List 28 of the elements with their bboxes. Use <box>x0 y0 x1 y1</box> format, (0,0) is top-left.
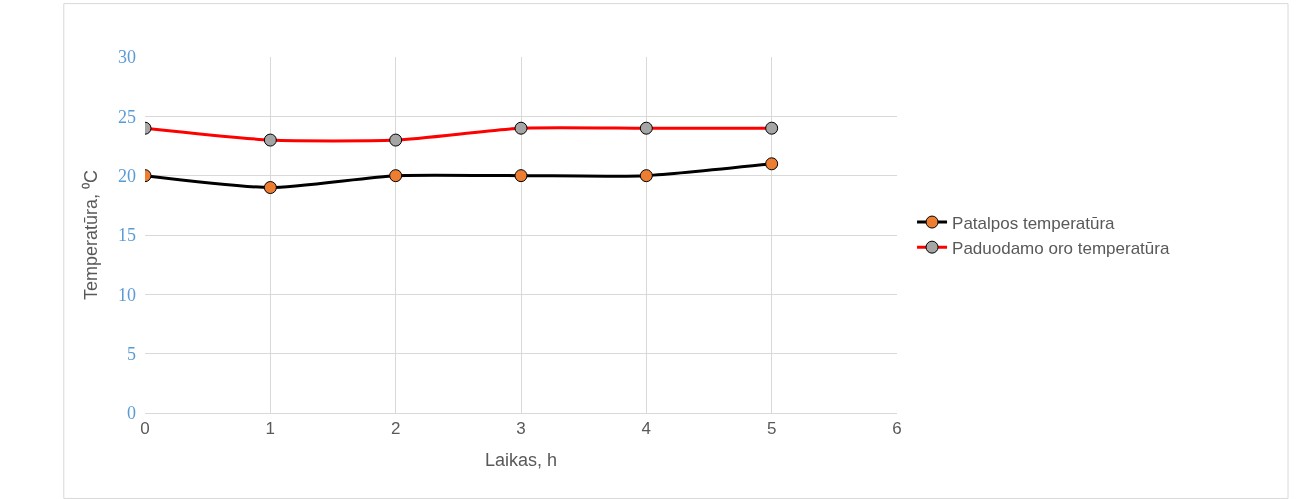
legend-label: Patalpos temperatūra <box>952 213 1116 233</box>
x-tick-label: 5 <box>766 419 777 439</box>
y-axis-title: Temperatūra, ⁰C <box>81 169 102 301</box>
x-tick-label: 2 <box>390 419 401 439</box>
point <box>639 121 653 135</box>
x-tick-label: 6 <box>892 419 902 439</box>
x-tick-label: 0 <box>140 419 150 439</box>
x-tick-label: 1 <box>265 419 276 439</box>
point <box>389 133 403 147</box>
point <box>389 169 403 183</box>
y-tick-label: 5 <box>127 343 136 364</box>
y-tick-label: 10 <box>118 284 136 305</box>
y-tick-label: 30 <box>118 47 136 68</box>
y-tick-label: 20 <box>118 165 136 186</box>
point <box>263 181 277 195</box>
point <box>263 133 277 147</box>
point <box>765 121 779 135</box>
x-tick-label: 3 <box>516 419 526 439</box>
y-tick-label: 0 <box>127 403 136 424</box>
y-tick-label: 15 <box>118 225 136 246</box>
point <box>765 157 779 171</box>
y-tick-label: 25 <box>118 106 136 127</box>
legend-label: Paduodamo oro temperatūra <box>952 238 1170 258</box>
x-tick-label: 4 <box>641 419 652 439</box>
point <box>639 169 653 183</box>
point <box>514 121 528 135</box>
x-axis-title: Laikas, h <box>484 449 558 470</box>
point <box>514 169 528 183</box>
